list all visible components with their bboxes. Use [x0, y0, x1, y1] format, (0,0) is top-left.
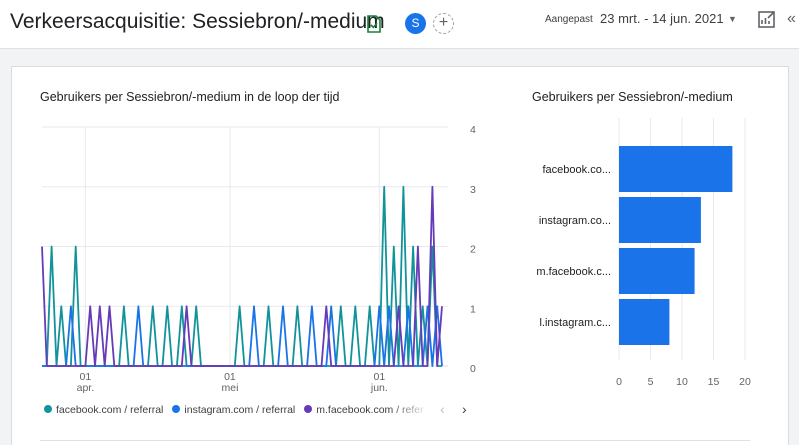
report-check-icon[interactable]: [366, 15, 382, 33]
line-chart-x-tick-day: 01: [80, 371, 92, 383]
bar-chart-x-tick: 20: [739, 376, 751, 388]
bar-chart-title: Gebruikers per Sessiebron/-medium: [532, 90, 733, 104]
collapse-icon[interactable]: «: [787, 10, 796, 27]
line-chart-x-tick-month: jun.: [370, 382, 388, 394]
line-chart-x-tick-month: apr.: [77, 382, 95, 394]
chevron-down-icon[interactable]: ▼: [728, 14, 737, 24]
bar-3: [619, 299, 670, 345]
line-chart-y-tick: 0: [470, 363, 476, 375]
line-chart-y-tick: 2: [470, 244, 476, 256]
line-chart-title: Gebruikers per Sessiebron/-medium in de …: [40, 90, 340, 104]
bar-2: [619, 248, 695, 294]
page-title: Verkeersacquisitie: Sessiebron/-medium: [10, 10, 385, 33]
legend-prev-icon[interactable]: ‹: [440, 401, 445, 417]
line-chart-legend: facebook.com / referral instagram.com / r…: [44, 404, 424, 418]
legend-next-icon[interactable]: ›: [462, 401, 467, 417]
legend-dot-icon: [44, 405, 52, 414]
customize-report-icon[interactable]: [758, 10, 776, 28]
segment-avatar[interactable]: S: [405, 13, 426, 34]
bar-chart-x-tick: 10: [676, 376, 688, 388]
line-chart-x-tick-day: 01: [224, 371, 236, 383]
bar-0: [619, 146, 733, 192]
bar-label: instagram.co...: [539, 215, 611, 227]
legend-fade: [390, 400, 430, 420]
legend-item[interactable]: instagram.com / referral: [172, 404, 295, 416]
divider: [40, 440, 750, 441]
legend-label: facebook.com / referral: [56, 404, 164, 416]
add-comparison-button[interactable]: +: [433, 13, 454, 34]
line-chart-y-tick: 4: [470, 124, 476, 136]
report-header: Verkeersacquisitie: Sessiebron/-medium S…: [0, 0, 799, 49]
legend-item[interactable]: facebook.com / referral: [44, 404, 163, 416]
line-chart-y-tick: 3: [470, 184, 476, 196]
line-chart-x-tick-month: mei: [221, 382, 238, 394]
line-chart-y-tick: 1: [470, 303, 476, 315]
legend-dot-icon: [304, 405, 313, 414]
bar-label: facebook.co...: [543, 164, 612, 176]
line-chart-x-tick-day: 01: [374, 371, 386, 383]
legend-dot-icon: [172, 405, 181, 414]
date-range-picker[interactable]: 23 mrt. - 14 jun. 2021: [600, 11, 724, 26]
legend-label: instagram.com / referral: [184, 404, 296, 416]
line-series-m-facebook-com: [41, 185, 443, 367]
bar-chart-x-tick: 5: [648, 376, 654, 388]
bar-1: [619, 197, 701, 243]
bar-label: m.facebook.c...: [536, 266, 611, 278]
bar-chart-x-tick: 0: [616, 376, 622, 388]
bar-chart-x-tick: 15: [708, 376, 720, 388]
date-range-label: Aangepast: [545, 14, 593, 25]
bar-label: l.instagram.c...: [539, 317, 611, 329]
